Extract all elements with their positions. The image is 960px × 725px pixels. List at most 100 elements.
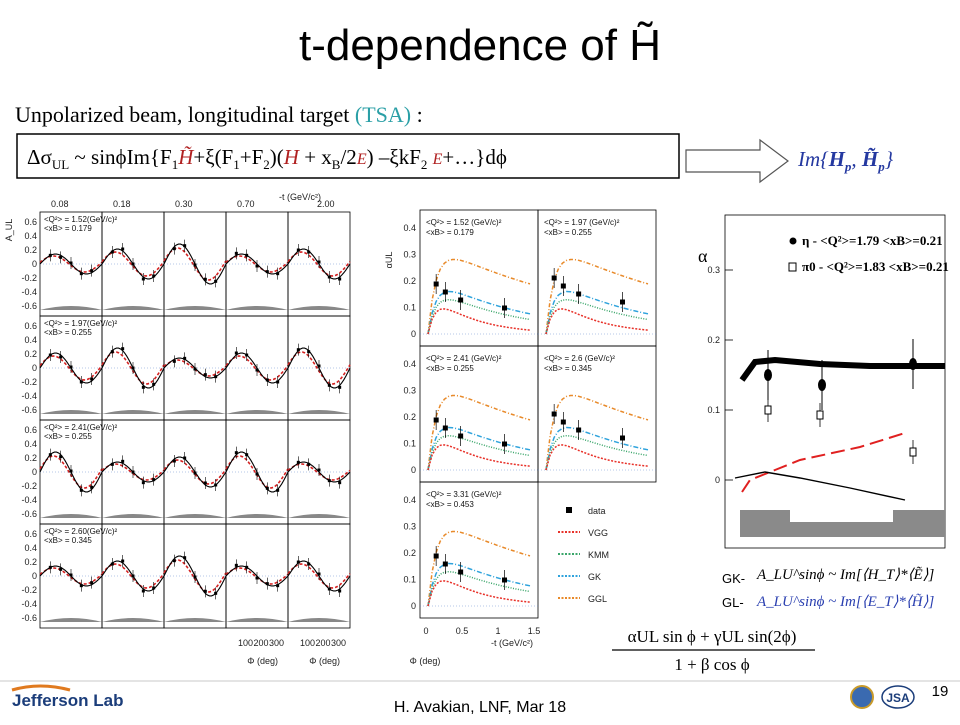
y-tick-label: 0.2 [24,349,37,359]
y-tick-label: 0 [715,475,720,485]
data-point [502,441,507,447]
data-point [183,556,187,560]
data-point [90,377,94,381]
y-tick-label: 0.4 [24,335,37,345]
data-point [338,385,342,389]
data-point [110,350,114,354]
r: p [844,159,852,174]
y-tick-label: 0.3 [403,386,416,396]
data-point [59,567,63,571]
panel-q2: <Q²> = 1.97(GeV/c)² [44,319,117,328]
x-tick-label: 200 [315,638,330,648]
data-point [307,462,311,466]
x-axis-label: Φ (deg) [309,656,340,666]
formula-box [16,133,680,179]
y-tick-label: -0.6 [21,509,37,519]
data-point [245,353,249,357]
data-point [214,375,218,379]
y-axis-label: αUL [384,252,394,269]
y-axis-label: α [698,246,708,266]
footer-author: H. Avakian, LNF, Mar 18 [394,699,566,716]
x-tick-label: 100 [300,638,315,648]
data-point [255,576,259,580]
subtitle: Unpolarized beam, longitudinal target (T… [15,102,423,127]
f: H̃ [177,145,195,169]
data-point [296,348,300,352]
y-tick-label: -0.2 [21,585,37,595]
legend-label: data [588,506,606,516]
f: 1 [233,157,240,172]
data-point [79,272,83,276]
panel-frame [537,345,657,483]
panel-q2: <Q²> = 3.31 (GeV/c)² [426,490,502,499]
top-tick-label: 0.70 [237,199,255,209]
y-tick-label: 0.6 [24,425,37,435]
data-point [433,281,439,287]
systematic-band [226,514,288,518]
legend-marker [789,237,797,245]
data-point [458,297,464,303]
y-tick-label: -0.4 [21,495,37,505]
logo-swoosh [11,684,71,692]
data-point [317,468,321,472]
data-point [141,589,145,593]
y-tick-label: 0.1 [707,405,720,415]
data-point [245,565,249,569]
data-point [620,435,625,441]
y-tick-label: 0.6 [24,217,37,227]
data-point [110,462,114,466]
x-tick-label: 0.5 [456,626,469,636]
data-point [245,253,249,257]
r: } [885,147,894,171]
data-point [338,481,342,485]
data-point [172,559,176,563]
dashed-curve [741,432,906,493]
data-point [307,562,311,566]
y-tick-label: 0.2 [403,548,416,558]
f: 1 [172,157,179,172]
logo-text: Jefferson Lab [12,691,123,710]
y-tick-label: 0 [411,329,416,339]
thin-curve [734,471,906,501]
top-tick-label: 0.08 [51,199,69,209]
data-point [764,369,772,381]
data-point [442,561,448,567]
y-tick-label: 0.2 [24,245,37,255]
panel-q2: <Q²> = 2.41(GeV/c)² [44,423,117,432]
panel-xb: <xB> = 0.255 [426,364,474,373]
f: E [432,151,443,168]
y-tick-label: 0.2 [707,335,720,345]
legend-label: GK [588,572,601,582]
model-curve [427,290,531,335]
y-tick-label: 0.1 [403,303,416,313]
data-point [79,380,83,384]
y-tick-label: 0 [411,601,416,611]
systematic-band [164,618,226,622]
panel-q2: <Q²> = 2.41 (GeV/c)² [426,354,502,363]
r: p [877,159,885,174]
data-point [193,263,197,267]
panel-xb: <xB> = 0.179 [426,228,474,237]
data-point [131,366,135,370]
data-point [442,425,448,431]
top-tick-label: 0.18 [113,199,131,209]
r: Im{ [797,147,829,171]
x-tick-label: 300 [269,638,284,648]
panel-q2: <Q²> = 1.52 (GeV/c)² [426,218,502,227]
data-point [276,272,280,276]
data-point [203,589,207,593]
systematic-band [288,618,350,622]
f: 2 [263,157,270,172]
data-point [121,459,125,463]
subtitle-end: : [411,102,423,127]
data-point [502,577,507,583]
data-point [338,277,342,281]
f: 2 [421,157,428,172]
data-point [818,379,826,391]
data-point [327,587,331,591]
systematic-band [164,410,226,414]
data-point [560,419,566,425]
data-point [203,373,207,377]
f: ~ sinϕIm{F [69,145,172,169]
